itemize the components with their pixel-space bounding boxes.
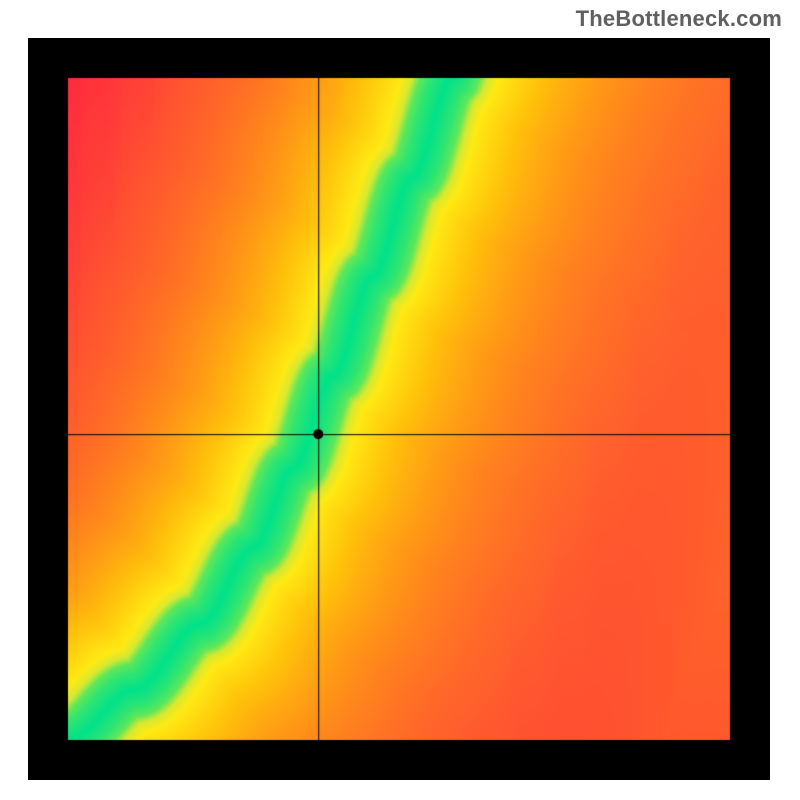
watermark-text: TheBottleneck.com: [576, 6, 782, 32]
bottleneck-heatmap: [28, 38, 770, 780]
page-root: TheBottleneck.com: [0, 0, 800, 800]
heatmap-canvas: [28, 38, 770, 780]
